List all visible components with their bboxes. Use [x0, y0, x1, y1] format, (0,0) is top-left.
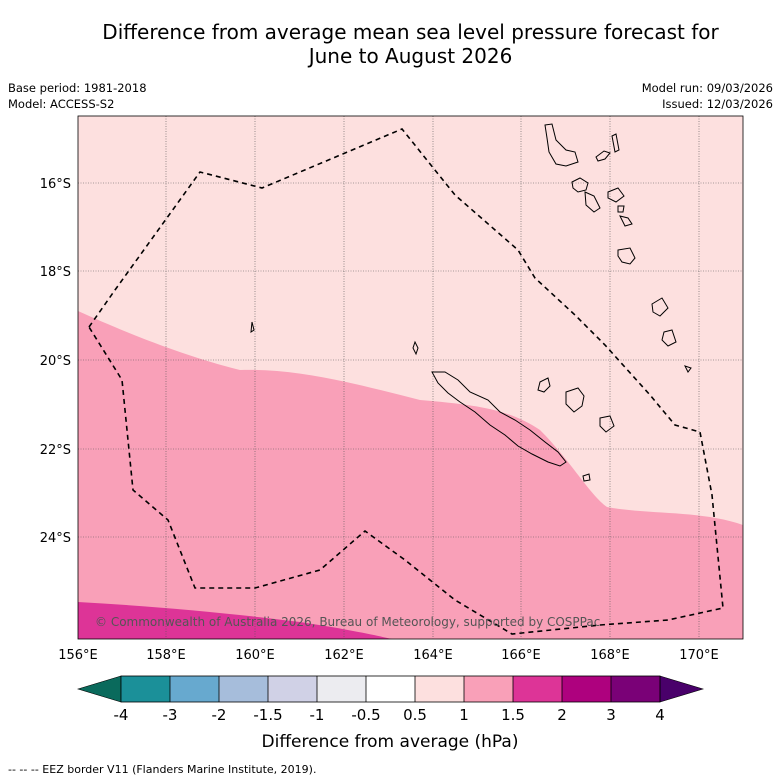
colorbar: -4 -3 -2 -1.5 -1 -0.5 0.5 1 1.5 2 3 4 Di… — [76, 675, 705, 752]
map-frame — [77, 115, 744, 640]
new-caledonia-main — [431, 371, 567, 467]
colorbar-tick: 1 — [459, 706, 469, 724]
colorbar-label: Difference from average (hPa) — [262, 732, 519, 752]
colorbar-tick: 0.5 — [403, 706, 427, 724]
lon-label: 164°E — [413, 648, 453, 663]
colorbar-segment — [219, 676, 268, 702]
map-title: Difference from average mean sea level p… — [40, 20, 781, 68]
map-area — [78, 116, 743, 639]
colorbar-tick: 3 — [606, 706, 616, 724]
colorbar-segment — [464, 676, 513, 702]
lat-label: 22°S — [40, 443, 71, 458]
graticule — [78, 116, 743, 639]
lat-label: 16°S — [40, 177, 71, 192]
lon-labels: 156°E 158°E 160°E 162°E 164°E 166°E 168°… — [58, 648, 719, 663]
lat-label: 24°S — [40, 531, 71, 546]
colorbar-segment — [562, 676, 611, 702]
lon-label: 160°E — [235, 648, 275, 663]
colorbar-tick: -4 — [114, 706, 129, 724]
colorbar-segment — [611, 676, 660, 702]
model-run: Model run: 09/03/2026 — [641, 81, 773, 95]
chesterfield-islet — [250, 321, 255, 334]
band-1-to-1-5 — [78, 311, 743, 639]
colorbar-segment — [415, 676, 464, 702]
lat-labels: 16°S 18°S 20°S 22°S 24°S — [40, 177, 71, 546]
colorbar-segment — [121, 676, 170, 702]
colorbar-tick: 2 — [557, 706, 567, 724]
colorbar-segment — [317, 676, 366, 702]
isle-of-pines — [582, 473, 591, 482]
colorbar-segment — [170, 676, 219, 702]
belep-islands — [412, 340, 419, 356]
eez-border — [88, 128, 724, 635]
colorbar-tick: 4 — [655, 706, 665, 724]
colorbar-segment — [366, 676, 415, 702]
loyalty-island-2 — [565, 387, 585, 413]
loyalty-island-1 — [537, 377, 551, 393]
colorbar-extend-low — [76, 675, 122, 703]
base-period: Base period: 1981-2018 — [8, 81, 147, 95]
colorbar-ticks: -4 -3 -2 -1.5 -1 -0.5 0.5 1 1.5 2 3 4 — [114, 706, 665, 724]
issued-date: Issued: 12/03/2026 — [662, 97, 773, 111]
lat-label: 18°S — [40, 265, 71, 280]
lon-label: 158°E — [146, 648, 186, 663]
meta-left: Base period: 1981-2018 Model: ACCESS-S2 — [8, 80, 147, 112]
colorbar-extend-high — [659, 675, 705, 703]
colorbar-tick: -1.5 — [253, 706, 282, 724]
colorbar-segment — [268, 676, 317, 702]
vanuatu-islands — [544, 123, 692, 373]
colorbar-tick: -1 — [310, 706, 325, 724]
lon-label: 162°E — [324, 648, 364, 663]
colorbar-tick: -0.5 — [351, 706, 380, 724]
loyalty-island-3 — [599, 415, 615, 433]
colorbar-tick: -3 — [163, 706, 178, 724]
lon-label: 156°E — [58, 648, 98, 663]
colorbar-segment — [513, 676, 562, 702]
lon-label: 168°E — [590, 648, 630, 663]
colorbar-tick: -2 — [212, 706, 227, 724]
model-name: Model: ACCESS-S2 — [8, 97, 115, 111]
map-title-line1: Difference from average mean sea level p… — [102, 20, 719, 44]
map-title-line2: June to August 2026 — [308, 44, 513, 68]
colorbar-tick: 1.5 — [501, 706, 525, 724]
copyright-text: © Commonwealth of Australia 2026, Bureau… — [95, 615, 600, 629]
lon-label: 170°E — [679, 648, 719, 663]
band-1-5-to-2 — [78, 602, 392, 639]
lat-label: 20°S — [40, 354, 71, 369]
meta-right: Model run: 09/03/2026 Issued: 12/03/2026 — [642, 80, 773, 112]
lon-label: 166°E — [501, 648, 541, 663]
eez-footnote: -- -- -- EEZ border V11 (Flanders Marine… — [8, 763, 317, 776]
